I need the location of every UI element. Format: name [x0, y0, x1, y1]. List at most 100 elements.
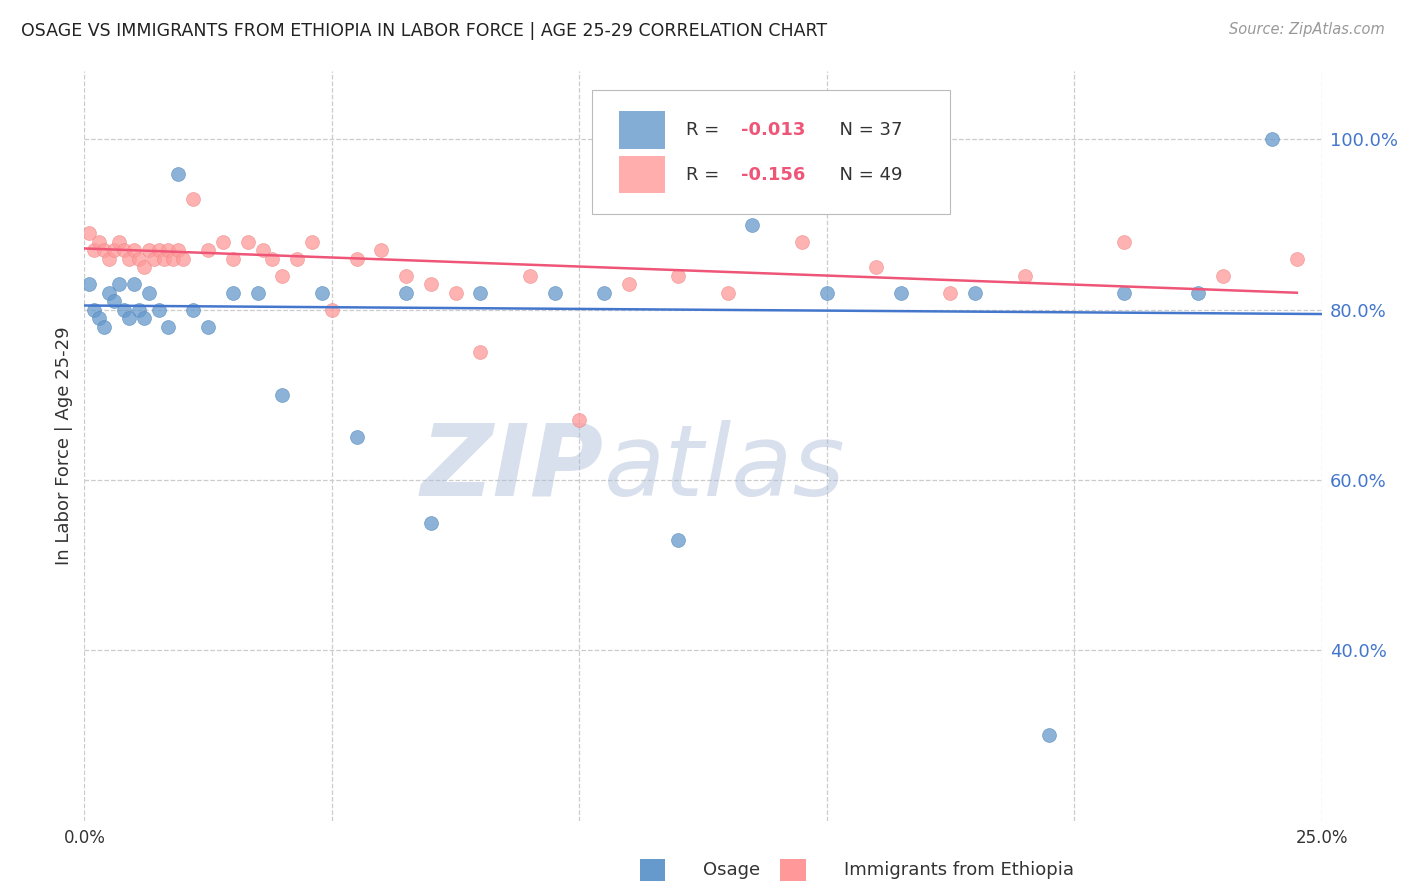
Point [181, 192, 204, 206]
Point [741, 218, 763, 232]
Point [1014, 268, 1036, 283]
Point [138, 285, 160, 300]
Point [167, 167, 190, 181]
Point [346, 430, 368, 444]
Point [167, 243, 190, 257]
Point [246, 285, 269, 300]
Point [470, 285, 492, 300]
Point [108, 277, 131, 292]
Text: -0.013: -0.013 [741, 120, 806, 139]
Point [593, 285, 616, 300]
Point [132, 311, 155, 326]
Point [470, 345, 492, 359]
Point [89, 235, 111, 249]
Point [132, 260, 155, 275]
Text: Source: ZipAtlas.com: Source: ZipAtlas.com [1229, 22, 1385, 37]
Point [128, 302, 150, 317]
Point [103, 243, 125, 257]
Point [89, 311, 111, 326]
Point [79, 277, 101, 292]
Text: ZIP: ZIP [420, 420, 605, 517]
Point [568, 413, 591, 427]
Point [112, 243, 135, 257]
Point [890, 285, 912, 300]
Text: atlas: atlas [605, 420, 845, 517]
Point [222, 252, 245, 266]
Point [815, 285, 838, 300]
Point [83, 302, 105, 317]
Point [181, 302, 204, 317]
Point [965, 285, 987, 300]
Point [543, 285, 565, 300]
Point [1038, 729, 1060, 743]
Point [1285, 252, 1308, 266]
Point [519, 268, 541, 283]
Point [301, 235, 323, 249]
Point [118, 311, 141, 326]
Point [419, 277, 441, 292]
Point [79, 226, 101, 240]
Point [271, 388, 294, 402]
Point [197, 319, 219, 334]
Point [395, 268, 418, 283]
Point [262, 252, 284, 266]
Point [444, 285, 467, 300]
FancyBboxPatch shape [592, 90, 950, 214]
Point [666, 533, 689, 547]
Point [1187, 285, 1209, 300]
Text: OSAGE VS IMMIGRANTS FROM ETHIOPIA IN LABOR FORCE | AGE 25-29 CORRELATION CHART: OSAGE VS IMMIGRANTS FROM ETHIOPIA IN LAB… [21, 22, 827, 40]
Text: N = 37: N = 37 [828, 120, 903, 139]
Point [252, 243, 274, 257]
Point [285, 252, 308, 266]
Point [138, 243, 160, 257]
Point [1212, 268, 1234, 283]
Point [112, 302, 135, 317]
Point [142, 252, 165, 266]
Text: -0.156: -0.156 [741, 166, 806, 184]
FancyBboxPatch shape [619, 112, 665, 149]
Text: N = 49: N = 49 [828, 166, 903, 184]
Point [717, 285, 740, 300]
Point [98, 252, 121, 266]
Point [103, 294, 125, 309]
Point [1112, 285, 1135, 300]
Point [222, 285, 245, 300]
Point [790, 235, 813, 249]
Y-axis label: In Labor Force | Age 25-29: In Labor Force | Age 25-29 [55, 326, 73, 566]
Point [98, 285, 121, 300]
Point [395, 285, 418, 300]
Text: R =: R = [686, 166, 724, 184]
Point [197, 243, 219, 257]
Point [1261, 132, 1284, 146]
Point [939, 285, 962, 300]
Text: R =: R = [686, 120, 724, 139]
Point [157, 319, 180, 334]
Point [617, 277, 640, 292]
Point [172, 252, 194, 266]
Point [212, 235, 235, 249]
Point [271, 268, 294, 283]
Point [321, 302, 343, 317]
Point [122, 243, 145, 257]
Point [148, 243, 170, 257]
Point [122, 277, 145, 292]
Text: Immigrants from Ethiopia: Immigrants from Ethiopia [844, 861, 1074, 879]
Point [346, 252, 368, 266]
Point [83, 243, 105, 257]
Point [93, 319, 115, 334]
Point [162, 252, 184, 266]
Point [93, 243, 115, 257]
Point [311, 285, 333, 300]
Point [666, 268, 689, 283]
Point [1112, 235, 1135, 249]
Point [128, 252, 150, 266]
Point [157, 243, 180, 257]
Point [108, 235, 131, 249]
Text: Osage: Osage [703, 861, 761, 879]
Point [865, 260, 887, 275]
Point [152, 252, 174, 266]
Point [118, 252, 141, 266]
FancyBboxPatch shape [619, 156, 665, 194]
Point [419, 516, 441, 530]
Point [236, 235, 259, 249]
